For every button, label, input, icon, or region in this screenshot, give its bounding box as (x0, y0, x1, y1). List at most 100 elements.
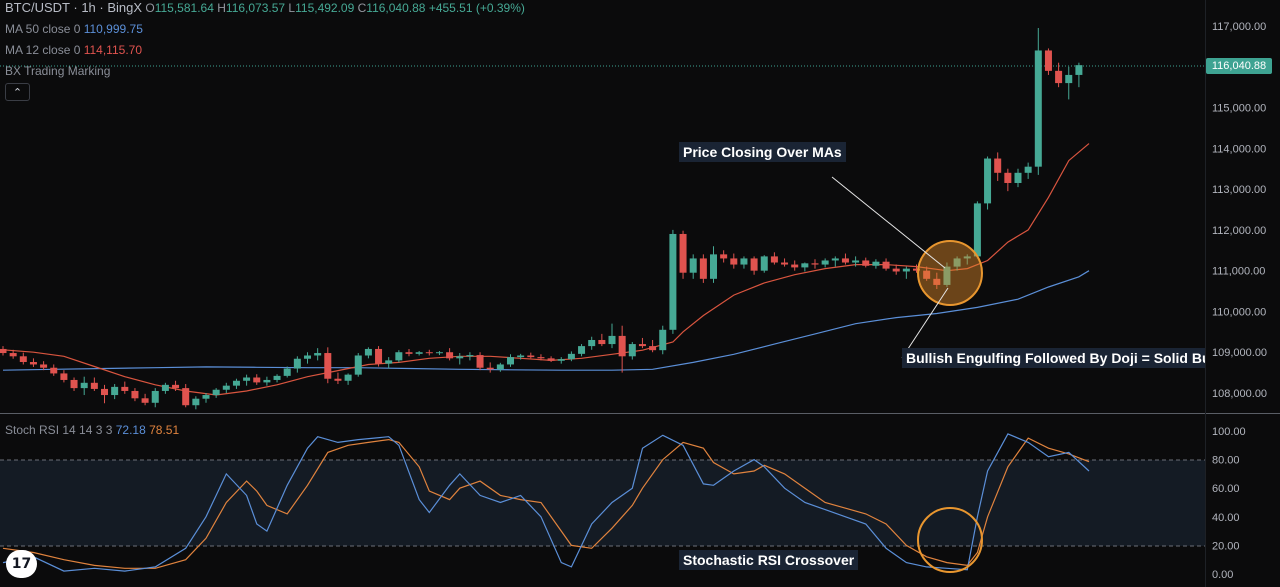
candle (121, 381, 129, 394)
candle (720, 250, 728, 263)
price-tick-label: 117,000.00 (1212, 21, 1266, 33)
candle (19, 352, 27, 365)
candle (638, 337, 646, 349)
candle (517, 353, 525, 360)
stoch-tick-label: 0.00 (1212, 569, 1233, 581)
candle-body (527, 355, 535, 358)
ma50-label: MA 50 close 0 (5, 22, 81, 36)
annotation-bullish-engulfing[interactable]: Bullish Engulfing Followed By Doji = Sol… (902, 348, 1205, 368)
ma50-value: 110,999.75 (83, 22, 143, 36)
candle-body (121, 386, 129, 391)
price-tick-label: 113,000.00 (1212, 184, 1266, 196)
marking-label: BX Trading Marking (5, 64, 111, 78)
candle (740, 256, 748, 269)
candle (1034, 28, 1042, 175)
symbol-legend[interactable]: BTC/USDT · 1h · BingX O115,581.64 H116,0… (5, 0, 525, 16)
candle-body (669, 233, 677, 330)
candle-body (314, 353, 322, 356)
candle-body (70, 379, 78, 389)
candle (405, 348, 413, 357)
candle (984, 156, 992, 210)
candle-body (841, 258, 849, 263)
candle-body (973, 203, 981, 257)
candle-body (90, 382, 98, 389)
candle (385, 357, 393, 369)
candle-body (598, 339, 606, 345)
candle (933, 272, 941, 290)
candle-body (324, 353, 332, 379)
tradingview-logo-icon[interactable]: 17 (6, 550, 37, 578)
candle-body (50, 367, 58, 374)
stoch-axis[interactable]: 100.00 80.00 60.00 40.00 20.00 0.00 (1212, 426, 1246, 581)
marking-legend[interactable]: BX Trading Marking (5, 64, 110, 78)
candle-body (537, 357, 545, 359)
candle (730, 253, 738, 269)
candle (791, 260, 799, 271)
candle-body (1075, 65, 1083, 75)
candle (781, 258, 789, 267)
candle (70, 377, 78, 391)
candle-body (60, 373, 68, 380)
pointer-line-1 (831, 176, 946, 269)
collapse-legend-button[interactable]: ⌃ (5, 83, 30, 101)
candle (395, 350, 403, 363)
candle-body (943, 266, 951, 285)
price-tick-label: 112,000.00 (1212, 225, 1266, 237)
candle (507, 354, 514, 367)
candle-body (831, 258, 839, 261)
annotation-price-closing[interactable]: Price Closing Over MAs (679, 142, 846, 162)
candle (537, 354, 545, 361)
candle (567, 351, 575, 362)
candle-body (740, 258, 748, 265)
stoch-tick-label: 40.00 (1212, 512, 1240, 524)
candle-body (608, 335, 616, 345)
candle-body (161, 384, 169, 391)
candle (1055, 62, 1063, 88)
price-tick-label: 109,000.00 (1212, 347, 1267, 359)
candle (527, 352, 535, 359)
candle-body (385, 360, 393, 364)
candle (659, 325, 667, 355)
candle-body (933, 278, 941, 285)
stoch-legend[interactable]: Stoch RSI 14 14 3 3 72.18 78.51 (5, 423, 179, 437)
ma12-legend[interactable]: MA 12 close 0 114,115.70 (5, 43, 142, 57)
candle-body (862, 260, 870, 266)
candle (182, 384, 190, 408)
candle (649, 339, 657, 353)
candle (1004, 168, 1012, 192)
candle (872, 259, 880, 269)
candle-body (293, 358, 301, 369)
candle-body (649, 346, 657, 351)
candle-body (547, 358, 555, 361)
candle (304, 352, 311, 364)
candle-body (507, 357, 514, 365)
candle-body (730, 258, 738, 265)
annotation-stoch-crossover[interactable]: Stochastic RSI Crossover (679, 550, 859, 570)
symbol-name[interactable]: BTC/USDT · 1h · BingX (5, 0, 143, 15)
candle-body (720, 254, 728, 259)
candle (456, 353, 464, 365)
high-value: 116,073.57 (225, 1, 286, 15)
price-axis[interactable]: 117,000.00116,000.00115,000.00114,000.00… (1212, 21, 1267, 400)
price-tick-label: 111,000.00 (1212, 266, 1265, 278)
stoch-tick-label: 80.00 (1212, 455, 1240, 467)
candle-body (354, 355, 362, 375)
stoch-k-value: 72.18 (115, 423, 146, 437)
candle-body (263, 379, 271, 383)
candle (618, 325, 626, 373)
ma50-legend[interactable]: MA 50 close 0 110,999.75 (5, 22, 143, 36)
candle (841, 253, 849, 265)
candle-body (40, 364, 48, 368)
candle-body (344, 374, 352, 381)
candle (354, 353, 362, 377)
candle (598, 333, 606, 347)
candle-body (19, 356, 27, 363)
candle (608, 323, 616, 349)
price-tick-label: 108,000.00 (1212, 388, 1267, 400)
candle (811, 259, 819, 269)
candle-body (182, 388, 190, 406)
candle-body (699, 258, 707, 279)
low-label: L (288, 1, 296, 15)
candle-body (80, 382, 88, 389)
